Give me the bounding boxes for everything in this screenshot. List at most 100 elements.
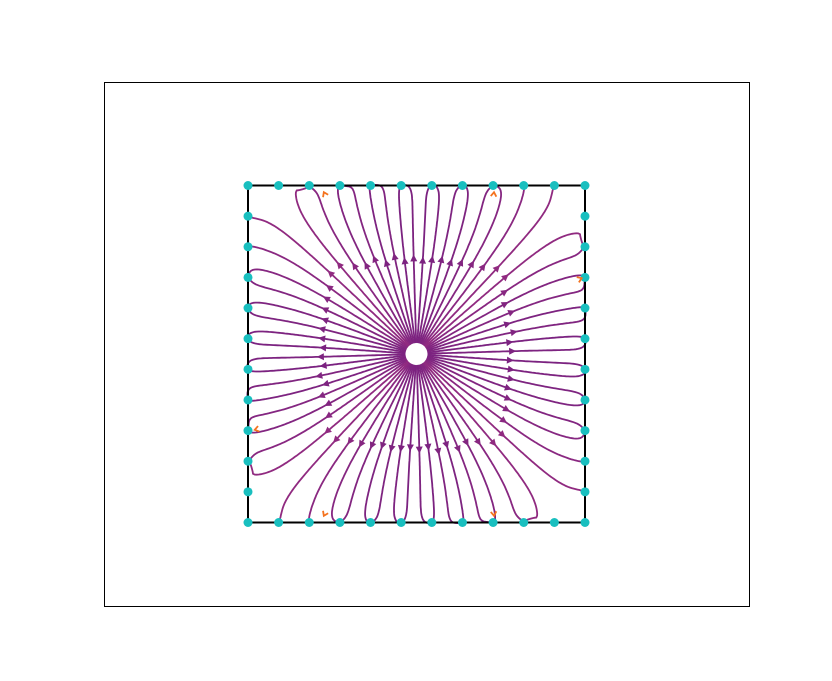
streamline-arrow-3 — [510, 329, 518, 337]
streamline-arrow-38 — [324, 399, 333, 406]
streamline-arrow-19 — [391, 252, 399, 261]
streamline-arrow-36 — [321, 379, 330, 387]
highlight-arrow-1 — [322, 190, 329, 198]
streamline-arrow-9 — [492, 265, 500, 273]
streamline-arrow-30 — [318, 326, 326, 334]
boundary-node-23 — [580, 364, 590, 374]
boundary-node-8 — [304, 181, 314, 190]
streamline-arrow-13 — [446, 258, 453, 267]
boundary-node-43 — [580, 211, 590, 221]
streamline-arrow-27 — [323, 296, 331, 304]
streamline-60 — [426, 358, 585, 430]
streamline-26 — [249, 245, 409, 348]
streamline-arrow-37 — [317, 391, 326, 398]
boundary-node-42 — [243, 211, 253, 221]
boundary-node-7 — [580, 487, 590, 497]
boundary-node-28 — [457, 181, 467, 190]
streamline-63 — [427, 355, 587, 378]
streamline-arrow-4 — [503, 321, 512, 329]
streamline-16 — [416, 184, 432, 344]
streamline-32 — [247, 339, 406, 355]
streamline-arrow-48 — [406, 444, 414, 452]
streamline-arrow-15 — [428, 255, 436, 264]
boundary-square — [247, 184, 586, 524]
streamline-arrow-39 — [325, 411, 333, 419]
boundary-node-20 — [396, 181, 406, 190]
streamline-34 — [249, 354, 406, 373]
streamline-arrow-33 — [316, 353, 324, 361]
streamlines-layer — [246, 183, 587, 525]
streamline-49 — [416, 364, 431, 525]
streamline-arrow-57 — [497, 430, 506, 438]
boundary-node-36 — [519, 181, 529, 190]
streamline-arrow-2 — [506, 339, 514, 347]
streamline-50 — [417, 364, 435, 522]
streamline-56 — [423, 362, 539, 522]
streamline-42 — [307, 362, 411, 522]
boundary-node-13 — [335, 518, 345, 527]
streamline-62 — [427, 356, 586, 400]
streamline-arrow-41 — [333, 435, 341, 443]
streamline-arrow-8 — [501, 274, 509, 282]
streamline-arrow-16 — [419, 256, 427, 264]
streamline-arrow-18 — [401, 257, 409, 265]
streamline-arrow-56 — [489, 438, 497, 447]
streamline-arrow-17 — [410, 254, 418, 262]
streamline-arrow-12 — [456, 258, 464, 267]
boundary-node-44 — [580, 181, 590, 190]
streamline-arrow-5 — [507, 310, 516, 317]
streamline-arrow-61 — [504, 383, 512, 391]
streamline-14 — [418, 184, 463, 344]
streamline-arrow-35 — [315, 371, 323, 379]
streamline-35 — [246, 355, 406, 400]
boundary-node-26 — [243, 334, 253, 344]
streamline-31 — [246, 330, 406, 353]
streamline-arrow-62 — [507, 374, 515, 382]
streamline-51 — [418, 364, 463, 524]
streamline-33 — [246, 353, 406, 368]
boundary-node-12 — [335, 181, 345, 190]
streamline-arrow-50 — [424, 443, 432, 451]
streamline-arrow-42 — [347, 436, 355, 445]
highlight-arrow-6 — [490, 510, 498, 518]
boundary-node-32 — [488, 181, 498, 190]
streamline-24 — [294, 186, 410, 346]
boundary-node-16 — [366, 181, 376, 190]
streamline-arrow-28 — [321, 307, 330, 314]
boundary-node-27 — [580, 334, 590, 344]
streamline-arrow-63 — [507, 365, 515, 373]
streamline-arrow-45 — [380, 441, 387, 450]
streamline-arrow-11 — [467, 260, 475, 269]
boundary-node-29 — [457, 518, 467, 527]
boundary-node-6 — [243, 487, 253, 497]
streamline-arrow-26 — [326, 284, 334, 292]
boundary-node-1 — [243, 181, 253, 190]
boundary-node-31 — [580, 303, 590, 313]
streamline-3 — [427, 308, 587, 353]
boundary-node-38 — [243, 242, 253, 252]
streamline-11 — [421, 185, 503, 345]
streamline-12 — [420, 186, 493, 345]
streamline-28 — [248, 278, 407, 350]
boundary-node-40 — [549, 181, 559, 190]
streamline-13 — [419, 184, 469, 344]
boundary-node-18 — [243, 395, 253, 405]
streamline-arrow-49 — [415, 446, 423, 454]
streamline-arrow-1 — [509, 347, 517, 355]
boundary-node-37 — [519, 518, 529, 527]
streamline-30 — [247, 308, 406, 352]
streamline-61 — [426, 357, 586, 407]
boundary-node-25 — [427, 518, 437, 527]
streamline-27 — [247, 268, 408, 349]
highlight-arrow-5 — [322, 510, 329, 518]
streamline-arrow-58 — [499, 416, 507, 424]
streamline-arrow-22 — [364, 261, 371, 270]
streamline-arrow-64 — [506, 356, 514, 364]
streamline-arrow-24 — [336, 261, 344, 270]
streamline-arrow-10 — [478, 263, 486, 272]
boundary-node-3 — [580, 518, 590, 527]
streamline-arrow-52 — [442, 440, 449, 449]
streamline-15 — [417, 183, 440, 344]
